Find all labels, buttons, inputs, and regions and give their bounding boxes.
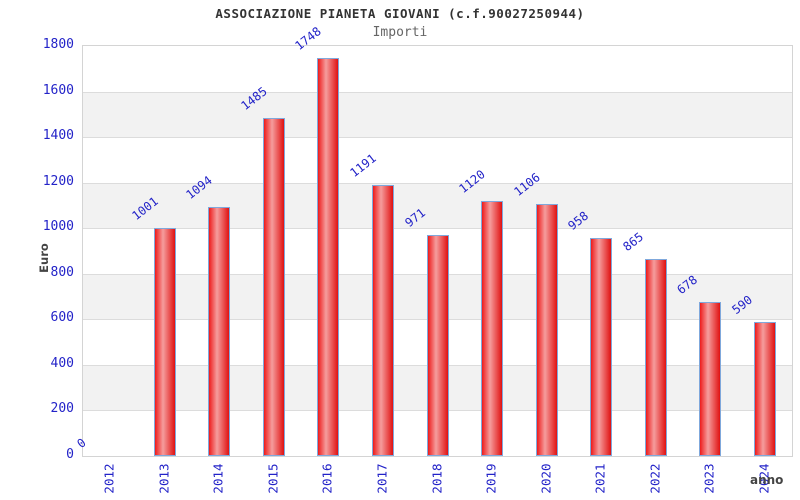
y-tick-label: 1400 [42, 128, 74, 144]
y-tick-label: 0 [66, 447, 74, 462]
x-tick-label: 2014 [210, 463, 226, 494]
x-tick-label: 2019 [483, 463, 499, 494]
x-tick-label: 2022 [647, 463, 663, 494]
x-tick-label: 2016 [319, 463, 335, 494]
bar [262, 117, 285, 456]
bar [371, 184, 394, 456]
gridline [83, 91, 792, 93]
plot-area: 0 1001 1094 1485 1748 1191 971 1120 1106 958 865 67… [75, 24, 793, 457]
bar [644, 258, 667, 456]
x-tick-label: 2021 [592, 463, 608, 494]
x-tick-label: 2015 [265, 463, 281, 494]
chart-title: ASSOCIAZIONE PIANETA GIOVANI (c.f.900272… [215, 6, 585, 21]
bar [426, 234, 449, 456]
y-tick-label: 1600 [42, 82, 74, 98]
bar [153, 227, 176, 456]
y-tick-label: 1200 [42, 173, 74, 189]
y-tick-label: 1000 [42, 219, 74, 235]
gridline [83, 137, 792, 139]
gridline [83, 228, 792, 230]
y-tick-label: 200 [50, 401, 74, 417]
gridline [83, 182, 792, 184]
y-axis-title: Euro [37, 243, 51, 273]
y-tick-label: 400 [50, 355, 74, 371]
chart-subtitle: Importi [372, 25, 428, 40]
bar [317, 57, 340, 456]
y-tick-label: 1800 [42, 37, 74, 52]
bar [535, 204, 558, 456]
bar [481, 200, 504, 456]
x-tick-label: 2018 [429, 463, 444, 494]
bar [590, 237, 613, 456]
y-tick-label: 600 [50, 310, 74, 326]
plot-band [83, 91, 792, 138]
bar [208, 206, 231, 456]
x-tick-label: 2013 [156, 463, 172, 494]
plot-band [83, 137, 792, 183]
plot-band [83, 182, 792, 229]
x-tick-label: 2020 [538, 463, 554, 494]
x-tick-label: 2012 [101, 463, 117, 494]
bar [753, 321, 776, 456]
x-tick-label: 2023 [701, 463, 717, 494]
x-tick-label: 2017 [374, 463, 390, 494]
plot-band [83, 46, 792, 92]
y-tick-label: 800 [50, 264, 74, 280]
bar [699, 301, 722, 456]
x-axis-title: anno [750, 473, 784, 487]
